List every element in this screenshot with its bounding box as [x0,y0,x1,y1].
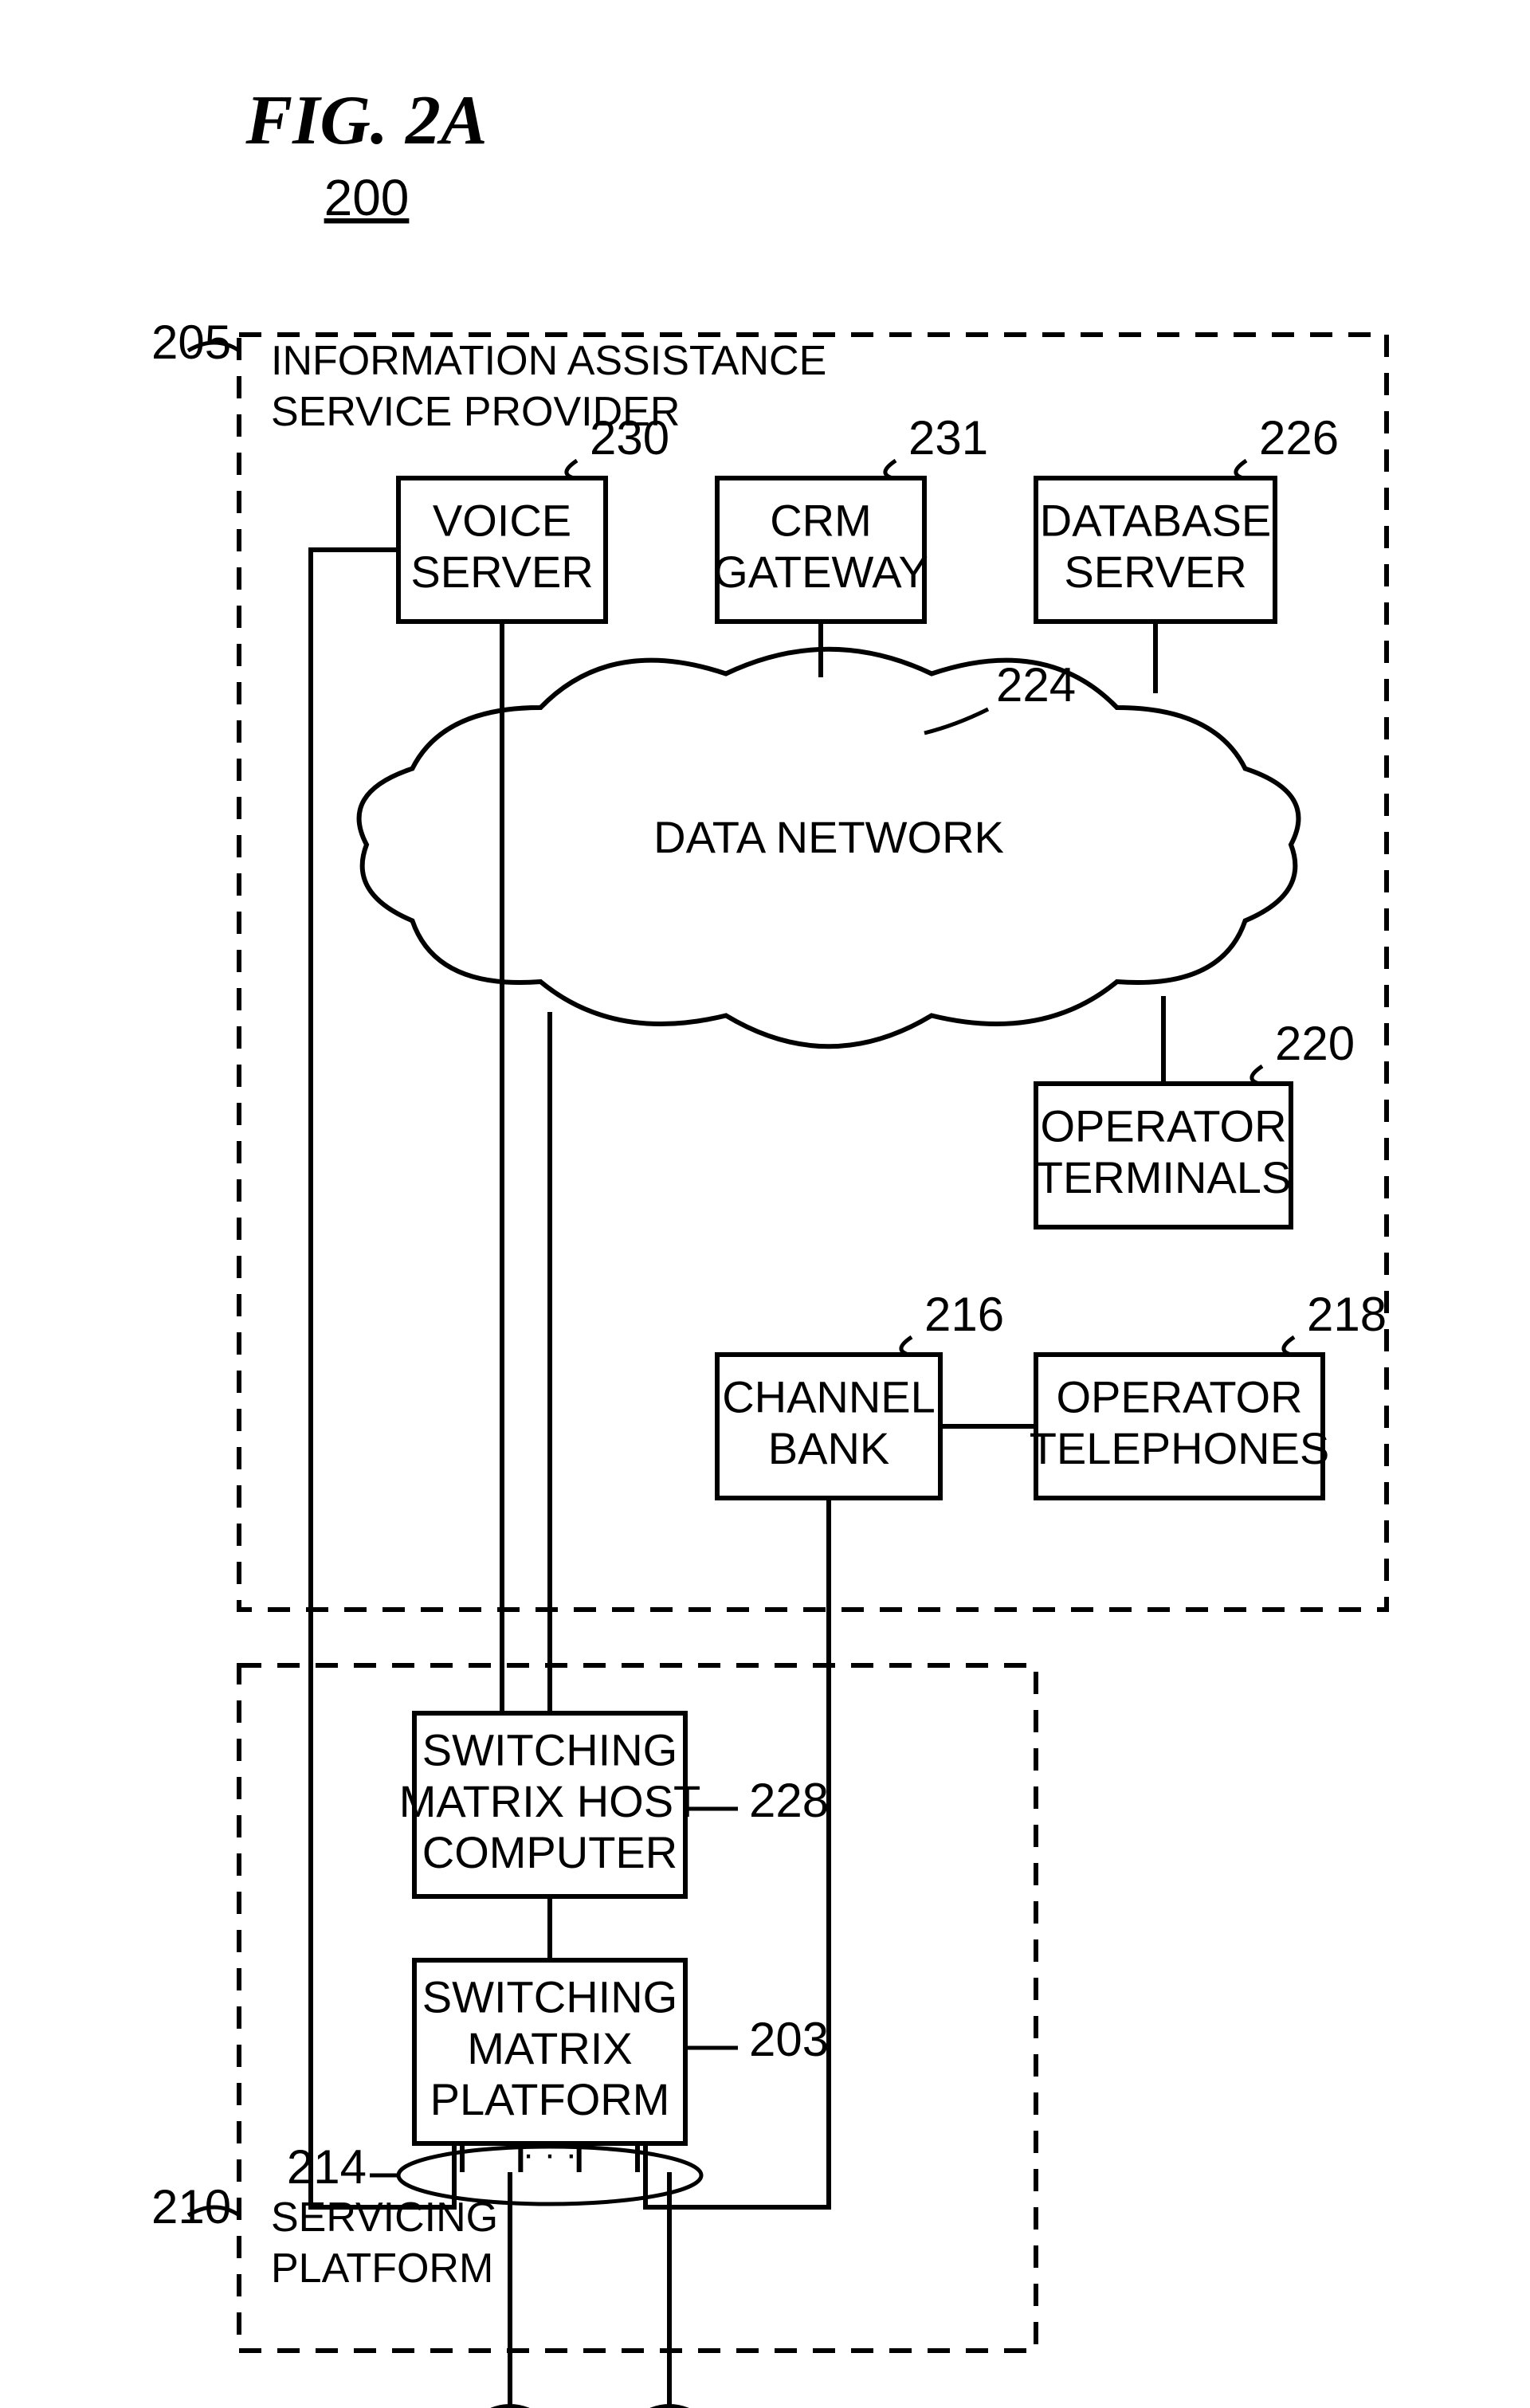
figure-title: FIG. 2A [245,82,487,159]
ref-218: 218 [1307,1288,1387,1341]
svg-text:PLATFORM: PLATFORM [430,2074,670,2124]
ref-220: 220 [1275,1017,1355,1070]
provider-label: INFORMATION ASSISTANCE [271,338,826,384]
svg-text:DATABASE: DATABASE [1040,496,1271,546]
ref-224: 224 [996,658,1076,712]
svg-text:VOICE: VOICE [433,496,571,546]
svg-text:OPERATOR: OPERATOR [1040,1101,1286,1151]
ref-231: 231 [908,411,988,465]
svg-text:COMPUTER: COMPUTER [422,1827,677,1877]
figure-number: 200 [324,169,410,226]
svg-text:BANK: BANK [768,1423,890,1473]
svg-text:CHANNEL: CHANNEL [722,1372,936,1422]
ref-203: 203 [749,2013,829,2066]
ref-226: 226 [1259,411,1339,465]
svg-text:OPERATOR: OPERATOR [1056,1372,1302,1422]
svg-text:TELEPHONES: TELEPHONES [1030,1423,1330,1473]
svg-text:SERVER: SERVER [410,547,593,597]
servicing-label: SERVICING [271,2194,498,2241]
svg-text:GATEWAY: GATEWAY [713,547,928,597]
t1-dots: · · · [523,2135,577,2174]
servicing-label: PLATFORM [271,2245,493,2292]
svg-text:TERMINALS: TERMINALS [1036,1152,1292,1202]
svg-text:CRM: CRM [770,496,872,546]
svg-text:SERVER: SERVER [1064,547,1246,597]
svg-text:MATRIX HOST: MATRIX HOST [399,1776,701,1826]
ref-216: 216 [924,1288,1004,1341]
ref-230: 230 [590,411,669,465]
ref-214: 214 [287,2140,367,2194]
svg-text:SWITCHING: SWITCHING [422,1971,677,2022]
svg-text:MATRIX: MATRIX [467,2023,632,2073]
cloud-label: DATA NETWORK [653,812,1004,862]
ref-228: 228 [749,1774,829,1827]
svg-text:SWITCHING: SWITCHING [422,1724,677,1775]
